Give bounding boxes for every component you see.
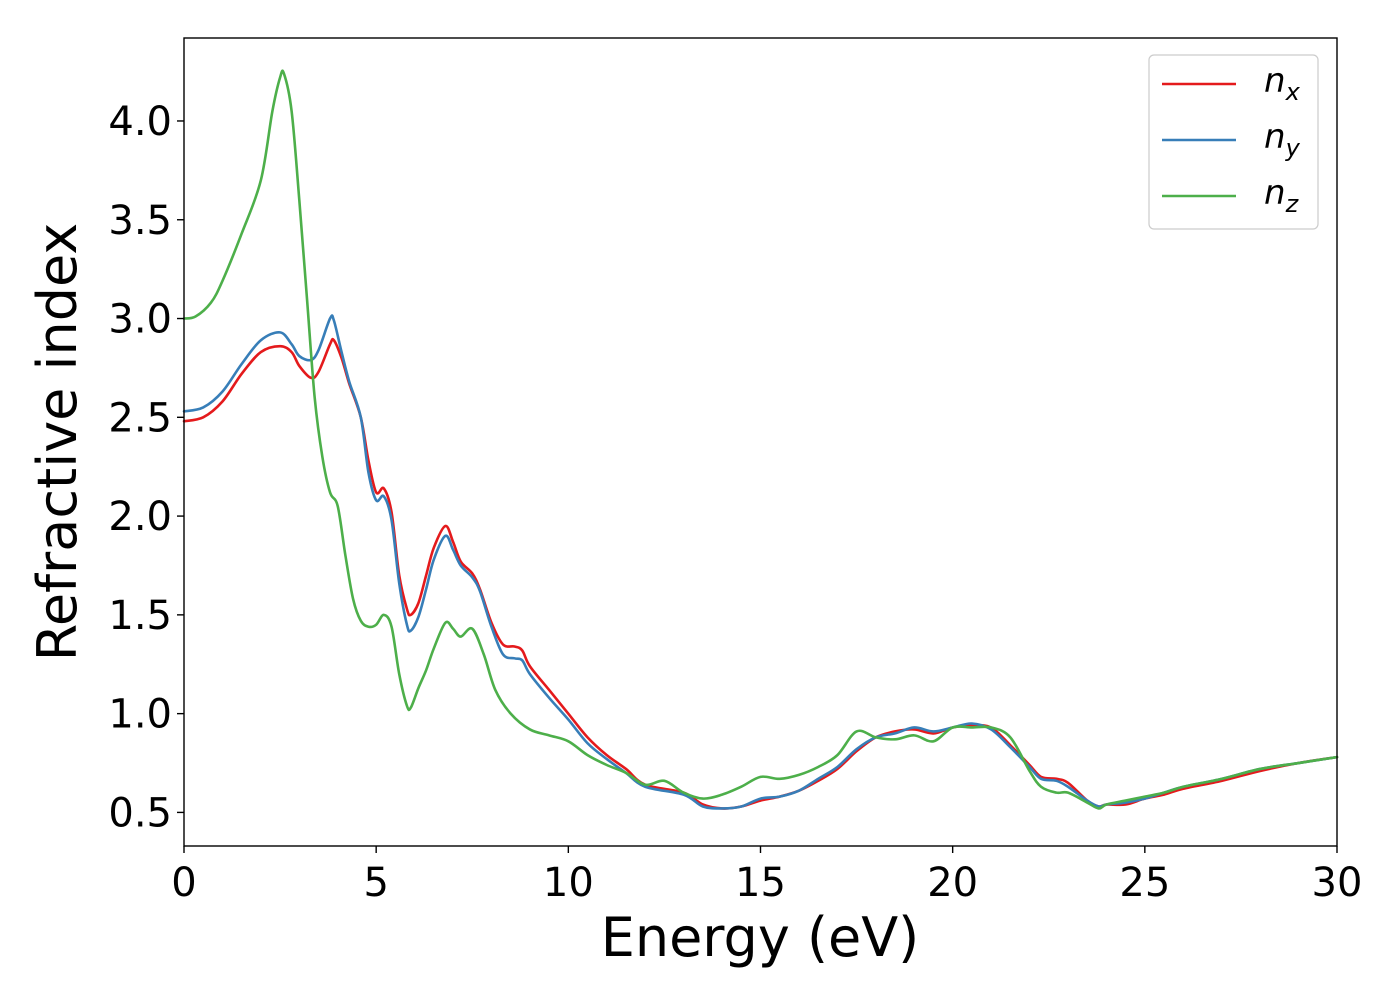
- y-tick-label: 3.0: [108, 297, 172, 343]
- series-layer: [182, 69, 1339, 810]
- legend-box: [1148, 54, 1319, 230]
- legend-label-n-y: ny: [1264, 117, 1301, 162]
- legend: nx ny nz: [1148, 54, 1319, 230]
- y-tick-label: 0.5: [108, 790, 172, 836]
- x-tick-label: 15: [735, 860, 786, 906]
- y-tick-label: 1.0: [108, 692, 172, 738]
- x-tick-label: 5: [363, 860, 388, 906]
- x-tick-label: 20: [927, 860, 978, 906]
- legend-label-n-x: nx: [1264, 61, 1301, 106]
- x-tick-label: 0: [171, 860, 196, 906]
- x-axis: 0 5 10 15 20 25 30: [171, 846, 1362, 906]
- series-line-n-z: [182, 69, 1339, 810]
- y-axis: 0.5 1.0 1.5 2.0 2.5 3.0 3.5 4.0: [108, 99, 184, 836]
- series-line-n-y: [182, 314, 1339, 810]
- y-tick-label: 2.5: [108, 395, 172, 441]
- y-tick-label: 2.0: [108, 494, 172, 540]
- legend-label-n-z: nz: [1264, 173, 1300, 218]
- y-axis-title: Refractive index: [26, 223, 89, 662]
- y-tick-label: 4.0: [108, 99, 172, 145]
- x-tick-label: 10: [543, 860, 594, 906]
- x-axis-title: Energy (eV): [601, 906, 920, 969]
- x-tick-label: 30: [1312, 860, 1363, 906]
- y-tick-label: 1.5: [108, 593, 172, 639]
- x-tick-label: 25: [1119, 860, 1170, 906]
- y-tick-label: 3.5: [108, 198, 172, 244]
